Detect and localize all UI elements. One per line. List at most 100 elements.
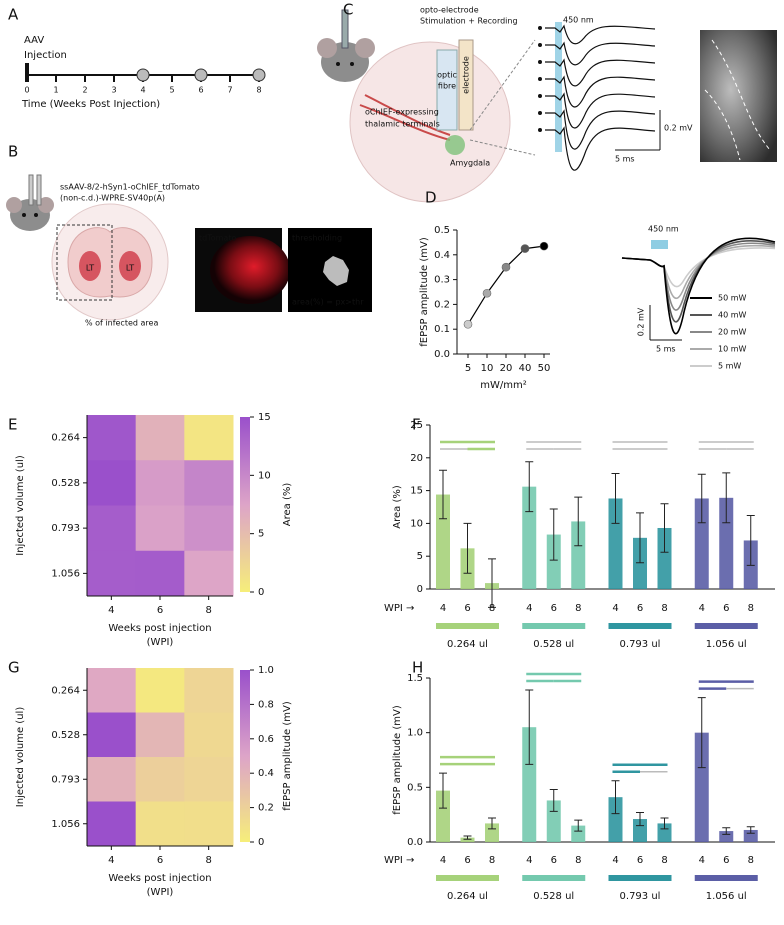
panel-label: F <box>412 416 421 434</box>
group-label: 0.264 ul <box>447 639 488 650</box>
x-tick-label: 6 <box>464 603 470 614</box>
bar <box>571 825 586 842</box>
x-tick-label: 4 <box>699 855 705 866</box>
heatmap-cell <box>184 550 234 597</box>
x-axis-label: mW/mm² <box>480 380 527 391</box>
trace <box>621 237 776 335</box>
bar <box>657 823 672 842</box>
error-bar <box>574 496 583 547</box>
y-tick-label: 0.4 <box>434 250 450 261</box>
error-bar <box>660 817 669 830</box>
x-tick-label: 8 <box>661 603 667 614</box>
error-bar <box>525 689 534 765</box>
y-tick-label: 0.5 <box>407 782 423 793</box>
error-bar <box>611 473 620 524</box>
row-label: 0.793 <box>51 774 80 785</box>
bar <box>571 521 586 589</box>
group-bar <box>522 623 586 629</box>
label: thresholding <box>292 234 342 243</box>
label: Injection <box>24 50 67 61</box>
bar <box>694 498 709 589</box>
label: % of infected area <box>85 319 158 328</box>
trace-dot <box>538 26 542 30</box>
label: electrode <box>462 56 471 94</box>
x-axis-label: Weeks post injection <box>108 623 211 634</box>
label: 5 ms <box>615 155 635 164</box>
group-bar <box>436 875 499 881</box>
label: fibre <box>438 82 456 91</box>
x-tick-label: 8 <box>661 855 667 866</box>
tick-label: 1 <box>53 86 58 95</box>
trace-dot <box>538 128 542 132</box>
heatmap-cell <box>87 757 137 802</box>
heatmap-cell <box>87 460 137 506</box>
label: optic <box>437 71 457 80</box>
group-bar <box>608 623 672 629</box>
error-bar <box>746 826 755 834</box>
bar <box>485 823 499 842</box>
bar <box>460 837 475 842</box>
traces-d <box>621 237 776 341</box>
heatmap-cell <box>87 712 137 758</box>
heatmap-cell <box>135 550 185 597</box>
trace <box>545 58 656 87</box>
group-label: 1.056 ul <box>706 639 747 650</box>
x-tick-label: 6 <box>723 603 729 614</box>
trace-dot <box>538 43 542 47</box>
x-tick-label: 8 <box>205 605 211 616</box>
label: Stimulation + Recording <box>420 17 518 26</box>
group-bar <box>694 875 758 881</box>
error-bar <box>488 558 496 608</box>
bar <box>546 534 561 589</box>
x-tick-label: 4 <box>526 855 532 866</box>
colorbar-tick-label: 1.0 <box>258 665 274 676</box>
x-tick-label: 4 <box>108 855 114 866</box>
legend-label: 10 mW <box>718 345 747 354</box>
tick-label: 6 <box>198 86 203 95</box>
y-tick-label: 10 <box>410 518 423 529</box>
x-tick-label: 6 <box>637 603 643 614</box>
trace <box>621 242 776 311</box>
colorbar-tick-label: 0 <box>258 837 264 848</box>
label: Time (Weeks Post Injection) <box>21 99 160 110</box>
trace <box>545 75 656 108</box>
x-tick-label: 8 <box>575 855 581 866</box>
bar <box>719 497 734 589</box>
x-tick-label: 8 <box>748 855 754 866</box>
timepoint <box>252 68 266 82</box>
bar <box>633 537 647 589</box>
heatmap-cell <box>135 415 185 461</box>
timepoint <box>194 68 208 82</box>
label: opto-electrode <box>420 6 479 15</box>
trace-dot <box>538 111 542 115</box>
trace <box>545 126 656 171</box>
heatmap-cell <box>135 505 185 552</box>
heatmap-cell <box>87 415 137 461</box>
bar <box>608 797 623 842</box>
bar <box>522 727 537 842</box>
trace <box>545 109 656 150</box>
trace-dot <box>538 77 542 81</box>
y-tick-label: 0.5 <box>434 225 450 236</box>
brain-section-b <box>51 203 169 321</box>
label: 5 ms <box>656 345 676 354</box>
bar <box>719 831 734 842</box>
error-bar <box>463 522 472 574</box>
y-tick-label: 0.0 <box>407 837 423 848</box>
label: Amygdala <box>450 159 490 168</box>
tick-label: 5 <box>169 86 174 95</box>
colorbar-tick-label: 0.4 <box>258 768 274 779</box>
heatmap-cell <box>87 668 137 713</box>
x-axis-label: Weeks post injection <box>108 873 211 884</box>
error-bar <box>636 512 644 564</box>
group-label: 0.528 ul <box>533 639 574 650</box>
colorbar-label: Area (%) <box>282 483 293 527</box>
y-axis-label: Injected volume (ul) <box>15 455 26 556</box>
x-tick-label: 4 <box>526 603 532 614</box>
tick-label: 8 <box>256 86 261 95</box>
colorbar-label: fEPSP amplitude (mV) <box>282 701 293 811</box>
tick-label: 2 <box>82 86 87 95</box>
trace <box>545 41 656 66</box>
y-axis-label: fEPSP amplitude (mV) <box>419 237 430 347</box>
group-label: 0.793 ul <box>620 639 661 650</box>
